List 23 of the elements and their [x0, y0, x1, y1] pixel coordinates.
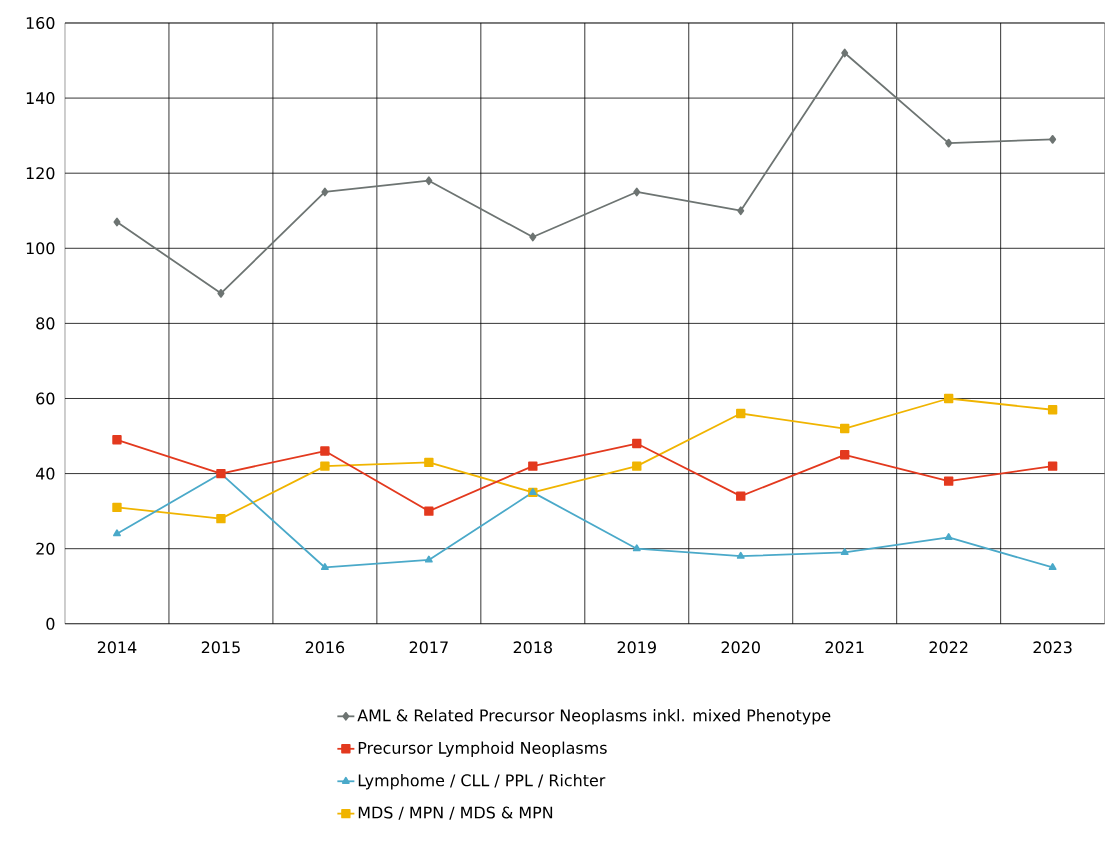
x-tick-label: 2015 — [201, 641, 240, 654]
x-tick-label: 2016 — [305, 641, 345, 654]
y-tick-label: 60 — [36, 392, 55, 405]
legend-label: MDS / MPN / MDS & MPN — [358, 806, 553, 820]
legend-label: Lymphome / CLL / PPL / Richter — [358, 774, 606, 790]
y-tick-label: 80 — [36, 317, 55, 330]
x-tick-label: 2018 — [513, 641, 552, 654]
x-tick-label: 2014 — [97, 641, 137, 654]
y-tick-label: 0 — [46, 617, 55, 630]
y-tick-label: 100 — [26, 242, 55, 255]
y-tick-label: 20 — [36, 542, 55, 555]
x-tick-label: 2023 — [1033, 641, 1072, 654]
y-tick-label: 120 — [26, 167, 55, 180]
x-tick-label: 2017 — [409, 641, 448, 654]
y-tick-label: 160 — [26, 17, 55, 30]
legend-label: AML & Related Precursor Neoplasms inkl. mixed Phenotype — [357, 709, 831, 725]
x-tick-label: 2020 — [721, 641, 760, 654]
x-tick-label: 2019 — [617, 641, 656, 654]
y-tick-label: 40 — [35, 467, 55, 480]
x-tick-label: 2022 — [929, 641, 968, 654]
legend-label: Precursor Lymphoid Neoplasms — [358, 741, 607, 758]
x-tick-label: 2021 — [825, 641, 864, 654]
y-tick-label: 140 — [26, 92, 55, 105]
